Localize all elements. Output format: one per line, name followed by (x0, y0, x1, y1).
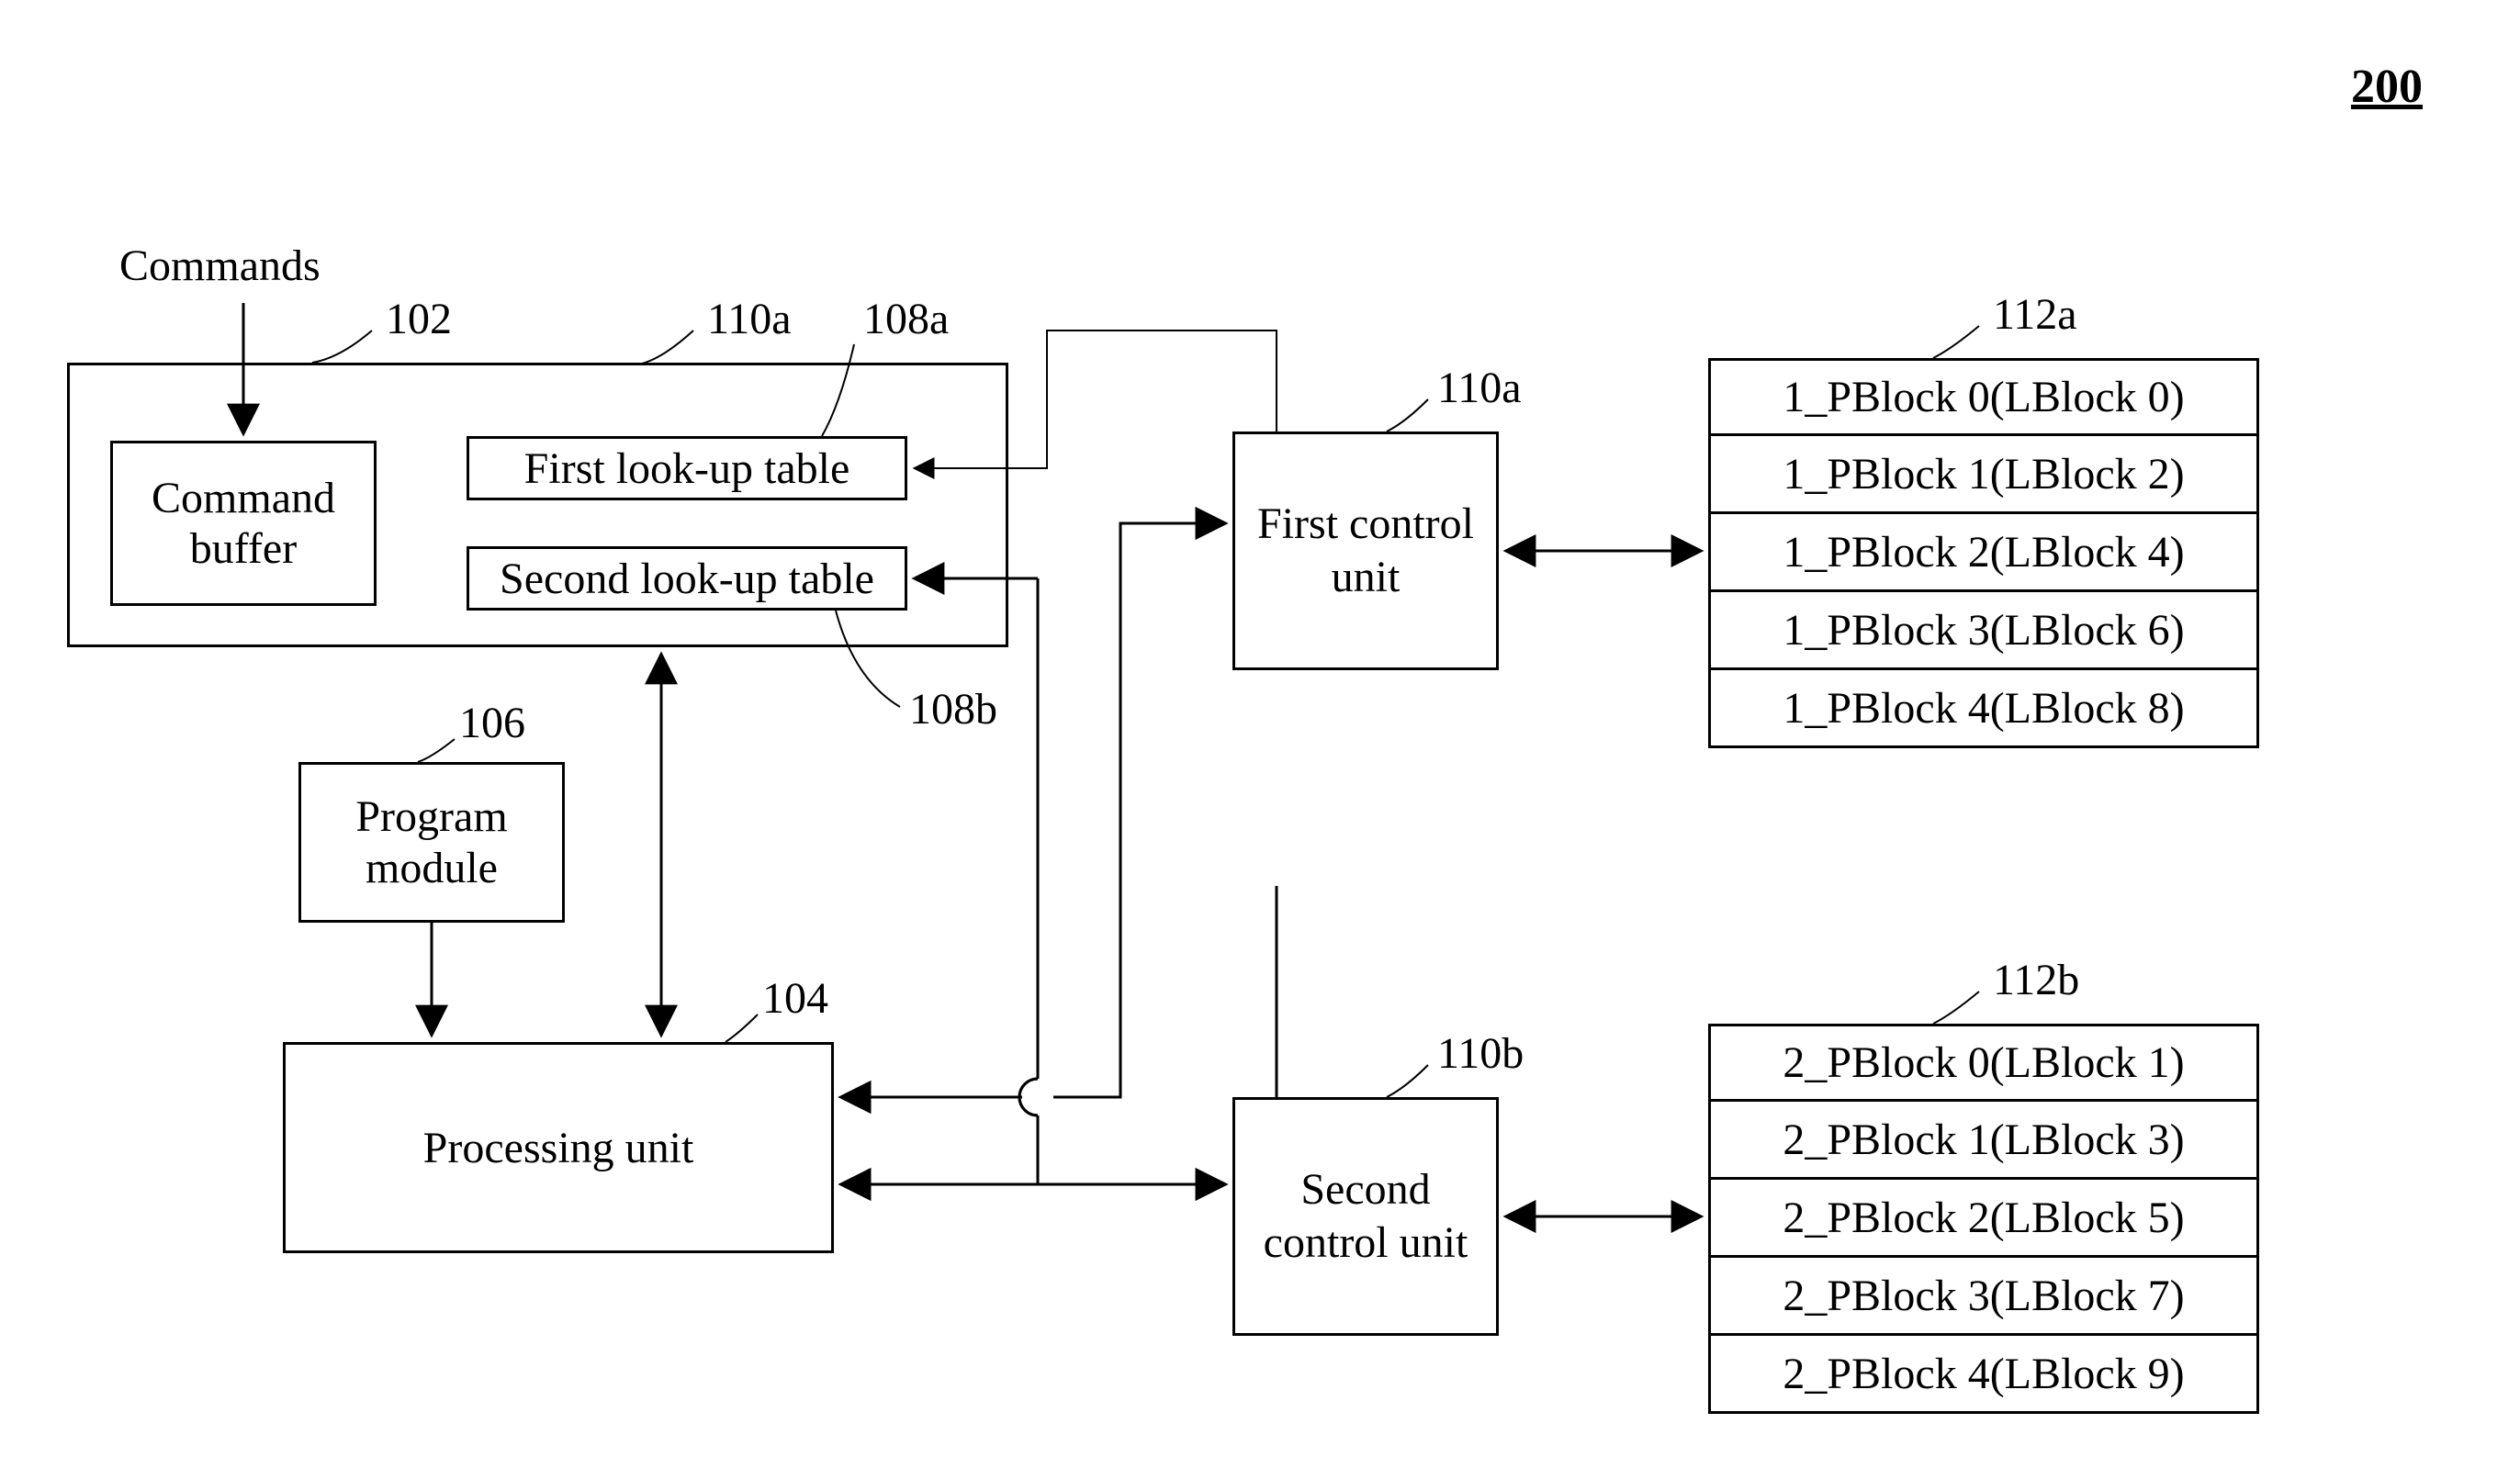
second-control-unit-text: Second control unit (1235, 1163, 1496, 1269)
table-112b: 2_PBlock 0(LBlock 1) 2_PBlock 1(LBlock 3… (1708, 1024, 2259, 1414)
first-control-unit-box: First control unit (1232, 431, 1499, 670)
table-row: 2_PBlock 1(LBlock 3) (1708, 1102, 2259, 1180)
command-buffer-box: Command buffer (110, 441, 377, 606)
ref-110a-left-label: 110a (707, 294, 792, 344)
table-row: 1_PBlock 1(LBlock 2) (1708, 436, 2259, 514)
diagram-canvas: { "figure_number": "200", "labels": { "c… (0, 0, 2520, 1457)
table-row: 2_PBlock 3(LBlock 7) (1708, 1258, 2259, 1336)
table-row: 2_PBlock 4(LBlock 9) (1708, 1336, 2259, 1414)
ref-102-label: 102 (386, 294, 452, 344)
ref-104-label: 104 (762, 973, 828, 1024)
table-row: 1_PBlock 2(LBlock 4) (1708, 514, 2259, 592)
program-module-box: Program module (298, 762, 565, 923)
ref-112b-label: 112b (1993, 955, 2079, 1005)
ref-110b-label: 110b (1437, 1028, 1524, 1079)
processing-unit-box: Processing unit (283, 1042, 834, 1253)
first-lut-box: First look-up table (467, 436, 907, 500)
ref-106-label: 106 (459, 698, 525, 748)
commands-label: Commands (119, 241, 321, 291)
ref-108a-label: 108a (863, 294, 949, 344)
ref-112a-label: 112a (1993, 289, 2077, 340)
first-lut-text: First look-up table (515, 443, 860, 494)
table-row: 1_PBlock 0(LBlock 0) (1708, 358, 2259, 436)
table-row: 1_PBlock 3(LBlock 6) (1708, 592, 2259, 670)
program-module-text: Program module (301, 791, 562, 892)
second-lut-box: Second look-up table (467, 546, 907, 611)
second-lut-text: Second look-up table (490, 554, 883, 604)
command-buffer-text: Command buffer (113, 473, 374, 574)
first-control-unit-text: First control unit (1235, 498, 1496, 603)
table-row: 2_PBlock 0(LBlock 1) (1708, 1024, 2259, 1102)
second-control-unit-box: Second control unit (1232, 1097, 1499, 1336)
ref-108b-label: 108b (909, 684, 997, 734)
processing-unit-text: Processing unit (414, 1123, 703, 1173)
table-row: 2_PBlock 2(LBlock 5) (1708, 1180, 2259, 1258)
figure-number: 200 (2351, 60, 2423, 114)
table-112a: 1_PBlock 0(LBlock 0) 1_PBlock 1(LBlock 2… (1708, 358, 2259, 748)
ref-110a-right-label: 110a (1437, 363, 1522, 413)
table-row: 1_PBlock 4(LBlock 8) (1708, 670, 2259, 748)
